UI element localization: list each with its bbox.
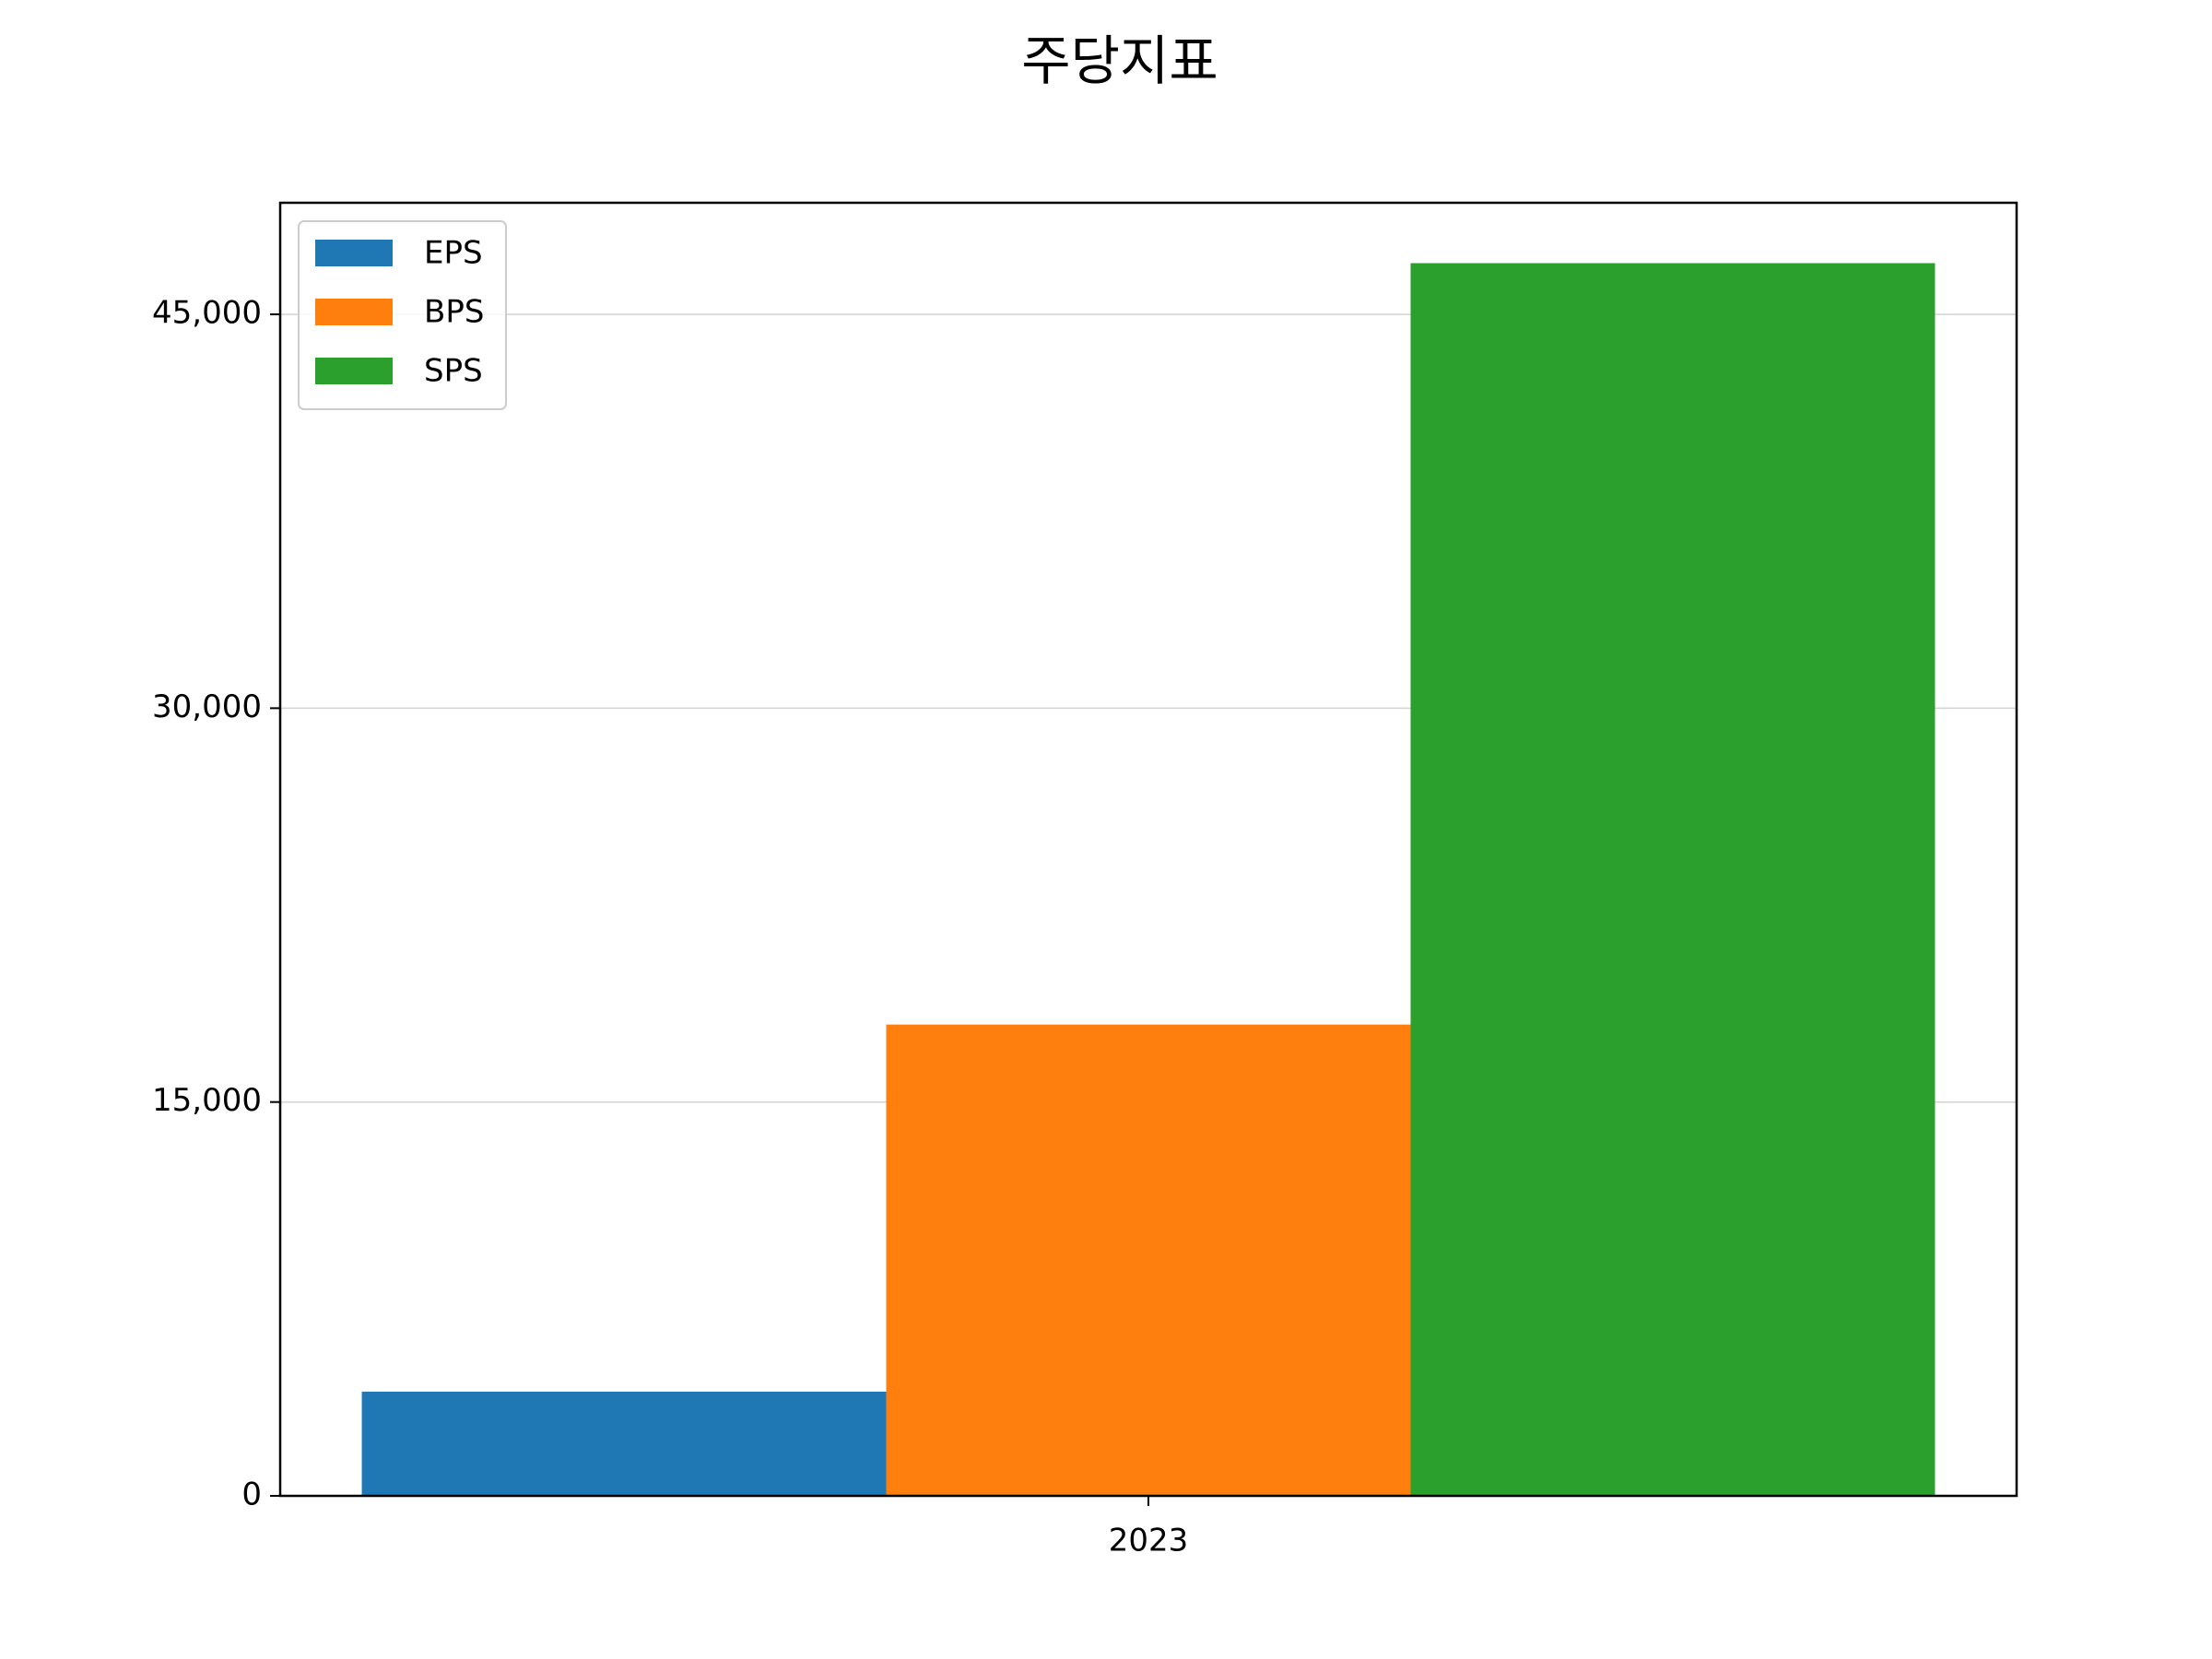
x-tick-label: 2023 — [1109, 1523, 1189, 1559]
y-tick-label: 15,000 — [152, 1082, 262, 1119]
legend-swatch — [315, 299, 393, 325]
legend-label: EPS — [424, 235, 483, 272]
y-tick-label: 30,000 — [152, 688, 262, 725]
legend-label: SPS — [424, 353, 483, 390]
bar — [886, 1024, 1411, 1496]
legend-swatch — [315, 358, 393, 384]
y-tick-label: 0 — [241, 1477, 262, 1513]
legend-label: BPS — [424, 294, 484, 331]
chart-title: 주당지표 — [1021, 29, 1218, 92]
bar — [1410, 263, 1936, 1497]
bar — [361, 1391, 887, 1496]
y-tick-label: 45,000 — [152, 295, 262, 332]
axes-frame — [278, 201, 2018, 1498]
legend-swatch — [315, 240, 393, 266]
